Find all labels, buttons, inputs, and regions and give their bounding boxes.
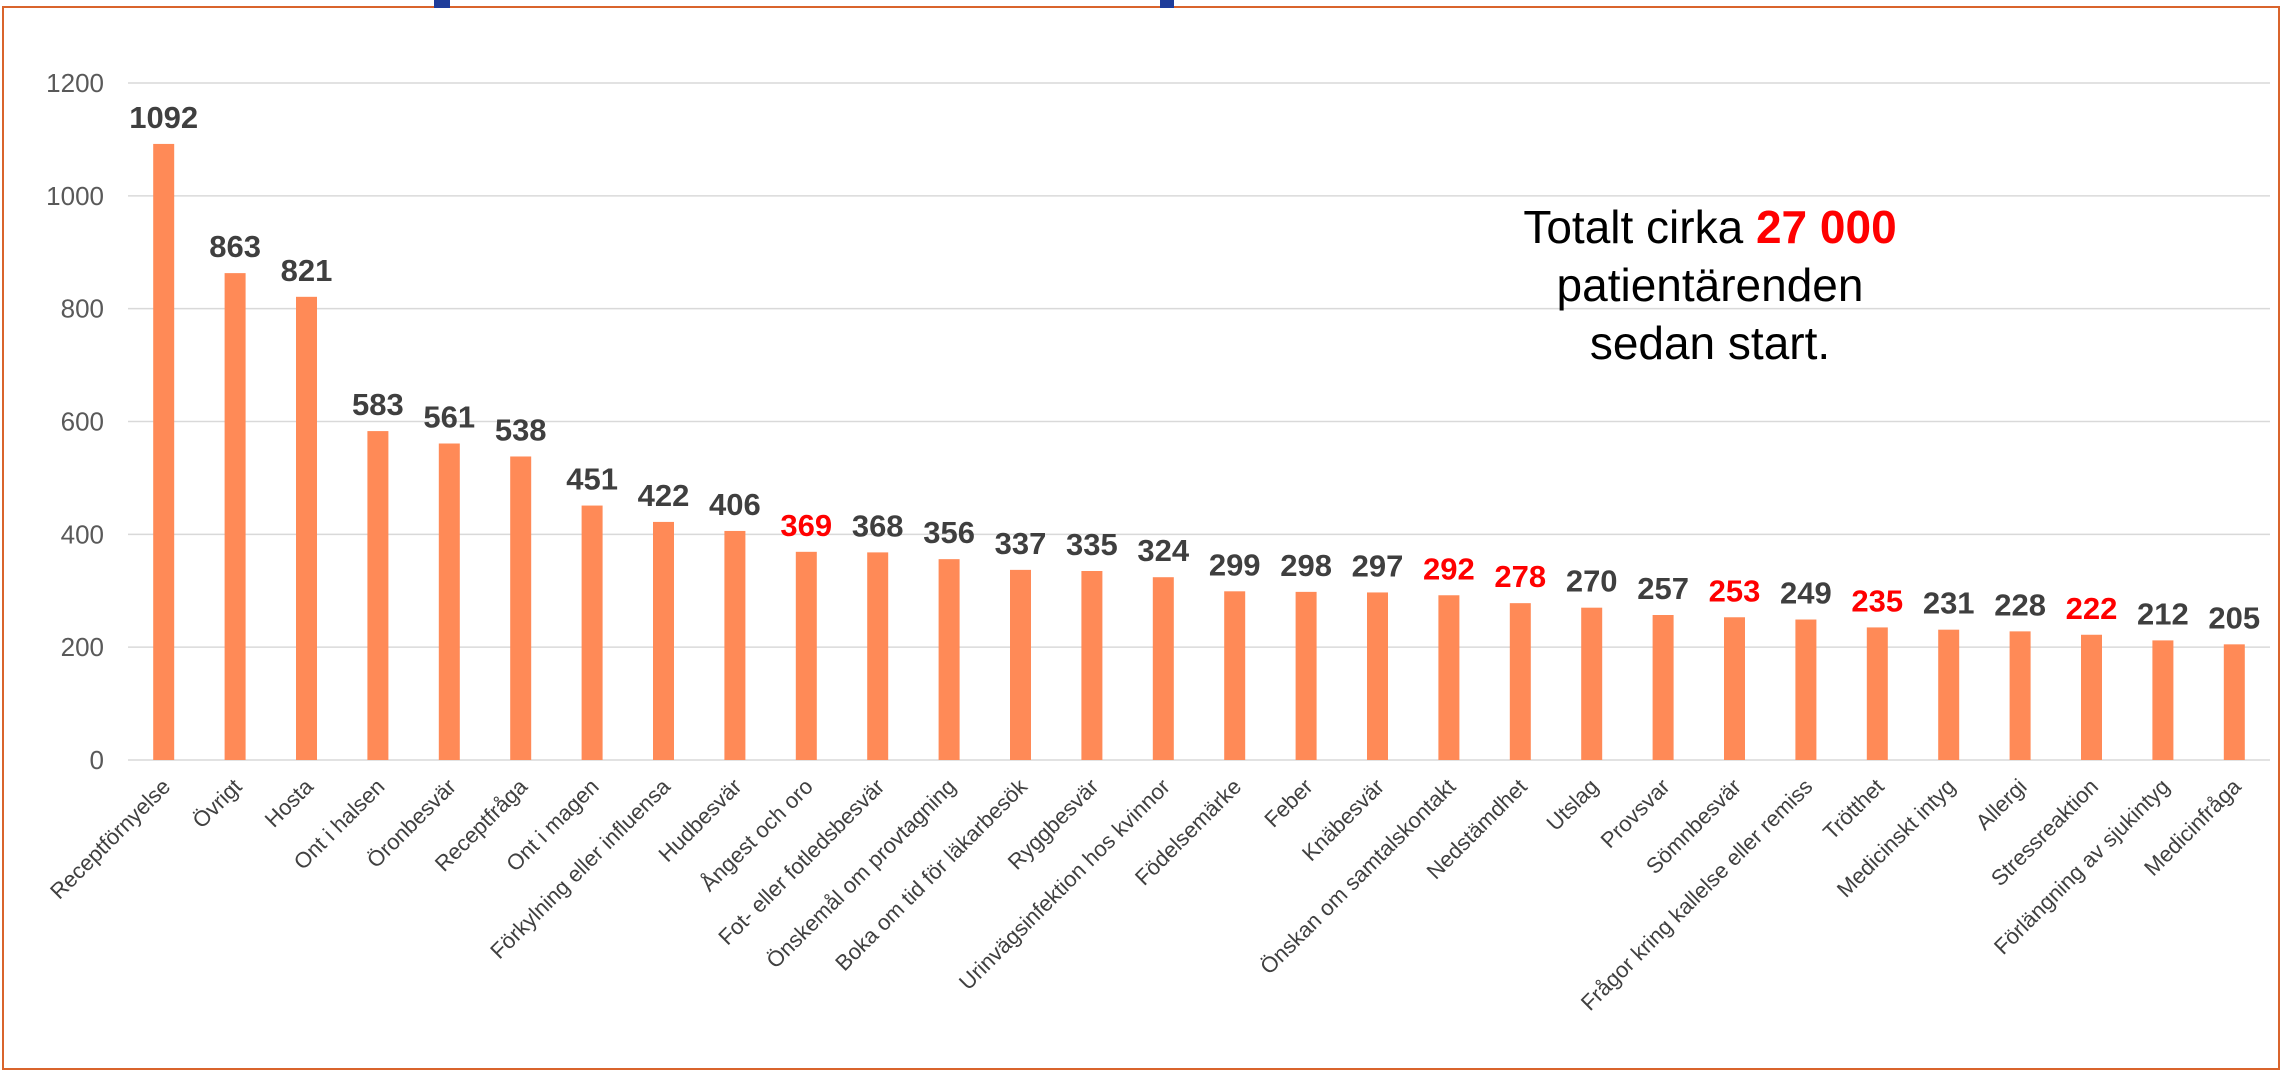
data-label: 212: [2137, 596, 2189, 631]
bars: [153, 143, 2245, 760]
category-label: Trötthet: [1818, 774, 1889, 845]
data-label: 253: [1709, 573, 1761, 608]
y-tick-label: 400: [61, 519, 104, 549]
data-label: 278: [1494, 559, 1546, 594]
bar: [653, 521, 674, 760]
bar: [1509, 603, 1531, 760]
data-label: 821: [281, 253, 333, 288]
total-note-line1: Totalt cirka 27 000: [1440, 198, 1980, 256]
bar: [581, 505, 603, 760]
data-label: 406: [709, 487, 761, 522]
total-note: Totalt cirka 27 000 patientärenden sedan…: [1440, 198, 1980, 372]
data-label: 583: [352, 387, 404, 422]
bar: [938, 559, 960, 760]
data-label: 337: [995, 526, 1047, 561]
title-bar-fragment-left: [434, 0, 450, 8]
bar: [1081, 571, 1103, 760]
bar: [1938, 629, 1960, 760]
data-label: 257: [1637, 571, 1689, 606]
data-label: 228: [1994, 587, 2046, 622]
data-label: 1092: [129, 100, 198, 135]
data-labels: 1092 863 821 583 561 538 451 422 406 369 368 356 337…: [129, 100, 2260, 635]
bar: [1724, 617, 1745, 760]
data-label: 369: [780, 508, 832, 543]
bar: [367, 431, 389, 760]
data-label: 292: [1423, 551, 1475, 586]
bar: [1367, 592, 1388, 760]
bar: [510, 456, 532, 760]
total-note-line3: sedan start.: [1589, 317, 1831, 369]
bar: [438, 443, 460, 760]
data-label: 538: [495, 412, 547, 447]
title-bar-fragment-right: [1160, 0, 1174, 8]
category-label: Feber: [1259, 774, 1317, 832]
bar: [2152, 640, 2174, 760]
bar: [1652, 615, 1674, 760]
bar: [153, 143, 175, 760]
data-label: 451: [566, 462, 618, 497]
category-label: Övrigt: [187, 774, 246, 833]
data-label: 298: [1280, 548, 1332, 583]
data-label: 297: [1352, 548, 1404, 583]
data-label: 249: [1780, 576, 1832, 611]
total-note-count: 27 000: [1755, 201, 1897, 253]
data-label: 270: [1566, 564, 1618, 599]
data-label: 299: [1209, 547, 1261, 582]
total-note-prefix: Totalt cirka: [1523, 201, 1756, 253]
category-label: Receptförnyelse: [45, 774, 175, 904]
chart-frame: [2, 6, 2280, 1070]
data-label: 231: [1923, 586, 1975, 621]
bar: [2223, 644, 2245, 760]
bar: [296, 296, 317, 760]
bar: [795, 551, 817, 760]
category-label: Hosta: [260, 773, 319, 832]
y-tick-label: 600: [61, 407, 104, 437]
bar: [1152, 577, 1174, 760]
data-label: 205: [2208, 600, 2260, 635]
y-tick-label: 1200: [46, 68, 104, 98]
y-tick-label: 1000: [46, 181, 104, 211]
gridlines: [128, 82, 2270, 761]
data-label: 368: [852, 508, 904, 543]
bar: [1010, 569, 1031, 760]
data-label: 863: [209, 229, 261, 264]
bar: [2081, 634, 2102, 760]
bar: [1581, 607, 1603, 760]
bar: [867, 552, 889, 760]
data-label: 356: [923, 515, 975, 550]
data-label: 222: [2066, 591, 2118, 626]
data-label: 324: [1137, 533, 1189, 568]
bar: [1866, 627, 1888, 760]
category-label: Utslag: [1541, 774, 1603, 836]
y-tick-label: 800: [61, 294, 104, 324]
total-note-line2: patientärenden: [1556, 259, 1864, 311]
data-label: 561: [423, 400, 475, 435]
bar: [1795, 619, 1817, 760]
bar: [1224, 591, 1246, 760]
data-label: 235: [1851, 583, 1903, 618]
y-tick-label: 200: [61, 632, 104, 662]
bar: [224, 273, 246, 760]
y-axis-ticks: 0 200 400 600 800 1000 1200: [46, 68, 104, 775]
y-tick-label: 0: [90, 745, 104, 775]
data-label: 335: [1066, 527, 1118, 562]
category-label: Allergi: [1971, 774, 2032, 835]
bar: [1438, 595, 1460, 760]
bar: [2009, 631, 2031, 760]
data-label: 422: [638, 478, 690, 513]
bar: [1295, 591, 1317, 760]
bar: [724, 530, 746, 760]
